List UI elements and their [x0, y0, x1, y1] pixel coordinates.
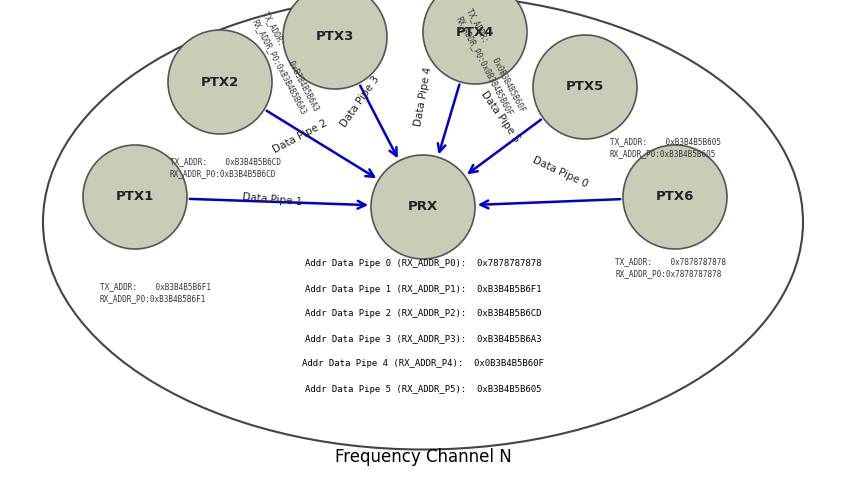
Text: PTX5: PTX5: [566, 81, 604, 93]
Circle shape: [423, 0, 527, 84]
Text: Addr Data Pipe 3 (RX_ADDR_P3):  0xB3B4B5B6A3: Addr Data Pipe 3 (RX_ADDR_P3): 0xB3B4B5B…: [305, 335, 541, 343]
Circle shape: [283, 0, 387, 89]
Text: Addr Data Pipe 1 (RX_ADDR_P1):  0xB3B4B5B6F1: Addr Data Pipe 1 (RX_ADDR_P1): 0xB3B4B5B…: [305, 284, 541, 294]
Text: PTX3: PTX3: [316, 31, 354, 43]
Text: Data Pipe 1: Data Pipe 1: [241, 192, 302, 208]
Text: PTX1: PTX1: [116, 190, 154, 204]
Text: Data Pipe 0: Data Pipe 0: [531, 155, 590, 189]
Text: Data Pipe 2: Data Pipe 2: [271, 119, 329, 155]
Circle shape: [83, 145, 187, 249]
Text: Addr Data Pipe 5 (RX_ADDR_P5):  0xB3B4B5B605: Addr Data Pipe 5 (RX_ADDR_P5): 0xB3B4B5B…: [305, 385, 541, 394]
Ellipse shape: [43, 0, 803, 450]
Circle shape: [623, 145, 727, 249]
Text: Data Pipe 5: Data Pipe 5: [479, 90, 521, 145]
Text: TX_ADDR:    0xB3B4B5B6CD
RX_ADDR_P0:0xB3B4B5B6CD: TX_ADDR: 0xB3B4B5B6CD RX_ADDR_P0:0xB3B4B…: [170, 157, 281, 179]
Circle shape: [168, 30, 272, 134]
Text: TX_ADDR:    0x0B3B4B5B60F
RX_ADDR_P0:0x0B3B4B5B60F: TX_ADDR: 0x0B3B4B5B60F RX_ADDR_P0:0x0B3B…: [453, 7, 527, 119]
Text: Frequency Channel N: Frequency Channel N: [335, 448, 512, 466]
Text: Data Pipe 3: Data Pipe 3: [339, 75, 381, 129]
Text: PTX6: PTX6: [656, 190, 695, 204]
Text: TX_ADDR:    0x7878787878
RX_ADDR_P0:0x7878787878: TX_ADDR: 0x7878787878 RX_ADDR_P0:0x78787…: [615, 257, 726, 278]
Text: PTX4: PTX4: [456, 26, 494, 38]
Text: TX_ADDR:    0xB3B4B5B605
RX_ADDR_P0:0xB3B4B5B605: TX_ADDR: 0xB3B4B5B605 RX_ADDR_P0:0xB3B4B…: [610, 137, 721, 158]
Text: Data Pipe 4: Data Pipe 4: [412, 66, 433, 127]
Circle shape: [371, 155, 475, 259]
Circle shape: [533, 35, 637, 139]
Text: Addr Data Pipe 4 (RX_ADDR_P4):  0x0B3B4B5B60F: Addr Data Pipe 4 (RX_ADDR_P4): 0x0B3B4B5…: [302, 360, 544, 369]
Text: Addr Data Pipe 2 (RX_ADDR_P2):  0xB3B4B5B6CD: Addr Data Pipe 2 (RX_ADDR_P2): 0xB3B4B5B…: [305, 309, 541, 318]
Text: TX_ADDR:    0xB3B4B5B6A3
RX_ADDR_P0:0xB3B4B5B6A3: TX_ADDR: 0xB3B4B5B6A3 RX_ADDR_P0:0xB3B4B…: [250, 10, 320, 118]
Text: Addr Data Pipe 0 (RX_ADDR_P0):  0x7878787878: Addr Data Pipe 0 (RX_ADDR_P0): 0x7878787…: [305, 259, 541, 269]
Text: PTX2: PTX2: [201, 75, 239, 89]
Text: TX_ADDR:    0xB3B4B5B6F1
RX_ADDR_P0:0xB3B4B5B6F1: TX_ADDR: 0xB3B4B5B6F1 RX_ADDR_P0:0xB3B4B…: [100, 282, 211, 304]
Text: PRX: PRX: [408, 201, 438, 214]
